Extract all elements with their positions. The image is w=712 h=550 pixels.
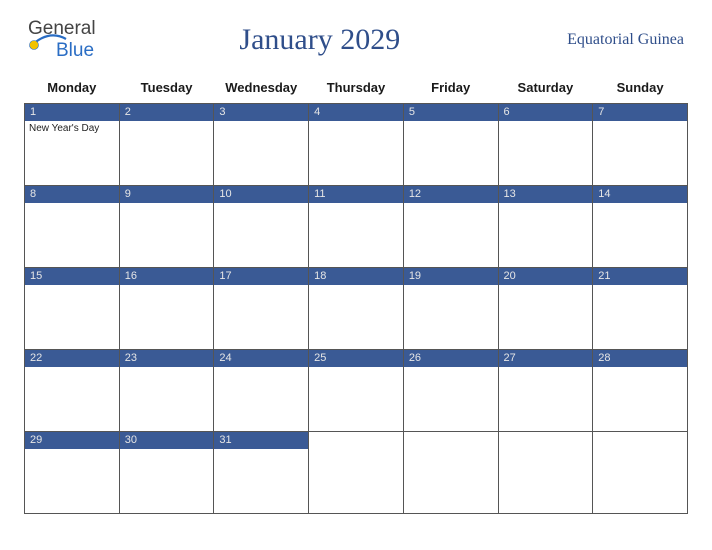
calendar-day-cell: 15	[25, 268, 120, 350]
weekday-header: Monday	[25, 74, 120, 104]
calendar-body: 1New Year's Day2345678910111213141516171…	[25, 104, 688, 514]
day-number: 13	[499, 186, 593, 203]
day-number: 5	[404, 104, 498, 121]
calendar-day-cell: 9	[119, 186, 214, 268]
calendar-day-cell: 27	[498, 350, 593, 432]
calendar-day-cell: 8	[25, 186, 120, 268]
calendar-day-cell	[309, 432, 404, 514]
calendar-week-row: 1New Year's Day234567	[25, 104, 688, 186]
calendar-day-cell: 14	[593, 186, 688, 268]
day-number: 3	[214, 104, 308, 121]
calendar-day-cell: 16	[119, 268, 214, 350]
weekday-header: Saturday	[498, 74, 593, 104]
day-number: 12	[404, 186, 498, 203]
day-number: 30	[120, 432, 214, 449]
calendar-week-row: 293031	[25, 432, 688, 514]
day-number: 7	[593, 104, 687, 121]
calendar-day-cell: 18	[309, 268, 404, 350]
day-number: 29	[25, 432, 119, 449]
brand-logo: General Blue	[28, 18, 96, 62]
weekday-header-row: Monday Tuesday Wednesday Thursday Friday…	[25, 74, 688, 104]
day-number: 8	[25, 186, 119, 203]
calendar-day-cell: 5	[403, 104, 498, 186]
calendar-day-cell: 1New Year's Day	[25, 104, 120, 186]
day-number: 28	[593, 350, 687, 367]
calendar-day-cell	[498, 432, 593, 514]
calendar-day-cell: 28	[593, 350, 688, 432]
calendar-day-cell	[403, 432, 498, 514]
calendar-day-cell: 20	[498, 268, 593, 350]
calendar-day-cell	[593, 432, 688, 514]
day-number: 25	[309, 350, 403, 367]
day-number: 2	[120, 104, 214, 121]
calendar-day-cell: 31	[214, 432, 309, 514]
weekday-header: Friday	[403, 74, 498, 104]
day-number: 26	[404, 350, 498, 367]
calendar-day-cell: 29	[25, 432, 120, 514]
day-number: 27	[499, 350, 593, 367]
logo-text-blue: Blue	[56, 40, 94, 61]
calendar-day-cell: 7	[593, 104, 688, 186]
calendar-day-cell: 13	[498, 186, 593, 268]
calendar-day-cell: 23	[119, 350, 214, 432]
day-number: 18	[309, 268, 403, 285]
calendar-week-row: 891011121314	[25, 186, 688, 268]
calendar-day-cell: 19	[403, 268, 498, 350]
calendar-day-cell: 3	[214, 104, 309, 186]
calendar-day-cell: 21	[593, 268, 688, 350]
day-number: 4	[309, 104, 403, 121]
day-number: 16	[120, 268, 214, 285]
calendar-region: Equatorial Guinea	[544, 31, 684, 49]
day-number: 31	[214, 432, 308, 449]
calendar-day-cell: 10	[214, 186, 309, 268]
weekday-header: Sunday	[593, 74, 688, 104]
day-number: 1	[25, 104, 119, 121]
calendar-day-cell: 2	[119, 104, 214, 186]
weekday-header: Tuesday	[119, 74, 214, 104]
calendar-week-row: 15161718192021	[25, 268, 688, 350]
day-number: 23	[120, 350, 214, 367]
day-number: 24	[214, 350, 308, 367]
day-number: 6	[499, 104, 593, 121]
calendar-week-row: 22232425262728	[25, 350, 688, 432]
day-number: 11	[309, 186, 403, 203]
calendar-day-cell: 6	[498, 104, 593, 186]
day-number: 10	[214, 186, 308, 203]
day-number: 17	[214, 268, 308, 285]
day-number: 21	[593, 268, 687, 285]
day-number: 20	[499, 268, 593, 285]
weekday-header: Wednesday	[214, 74, 309, 104]
calendar-day-cell: 30	[119, 432, 214, 514]
day-number: 19	[404, 268, 498, 285]
day-number: 22	[25, 350, 119, 367]
calendar-day-cell: 22	[25, 350, 120, 432]
day-number: 15	[25, 268, 119, 285]
weekday-header: Thursday	[309, 74, 404, 104]
calendar-day-cell: 26	[403, 350, 498, 432]
calendar-day-cell: 24	[214, 350, 309, 432]
day-number: 14	[593, 186, 687, 203]
calendar-day-cell: 11	[309, 186, 404, 268]
calendar-day-cell: 4	[309, 104, 404, 186]
calendar-header: General Blue January 2029 Equatorial Gui…	[24, 18, 688, 62]
calendar-title: January 2029	[96, 23, 544, 57]
calendar-day-cell: 12	[403, 186, 498, 268]
calendar-day-cell: 17	[214, 268, 309, 350]
day-event: New Year's Day	[25, 121, 119, 136]
logo-text-general: General	[28, 18, 96, 39]
calendar-day-cell: 25	[309, 350, 404, 432]
day-number: 9	[120, 186, 214, 203]
calendar-grid: Monday Tuesday Wednesday Thursday Friday…	[24, 74, 688, 514]
